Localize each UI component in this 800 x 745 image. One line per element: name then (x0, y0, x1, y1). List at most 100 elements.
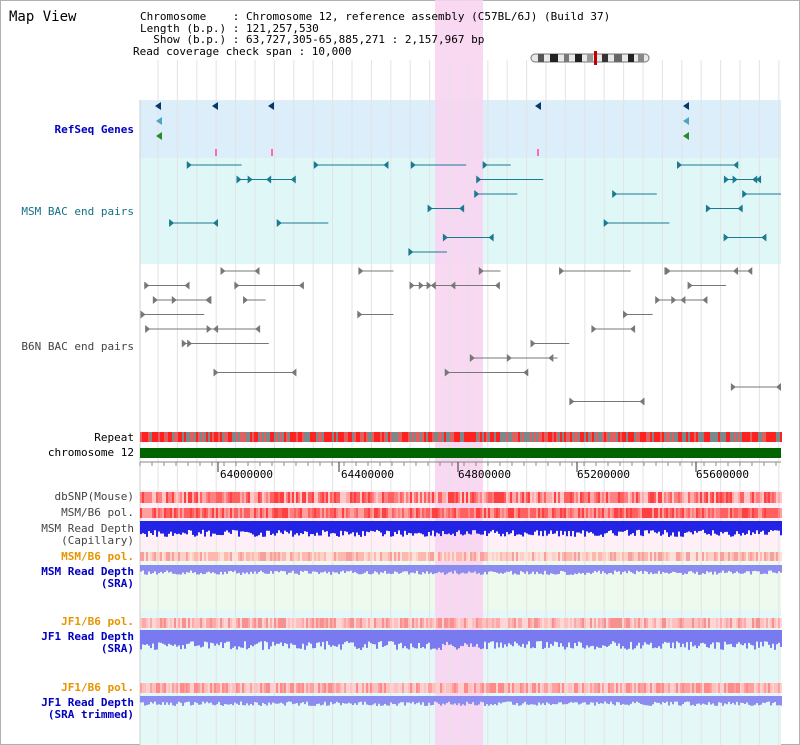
repeat-segment (606, 432, 608, 442)
depth-bar (778, 565, 780, 572)
track-label-dbsnp[interactable]: dbSNP(Mouse) (54, 490, 134, 503)
heat-strip-cell (428, 683, 430, 693)
track-label-msm-b6-pol-2[interactable]: MSM/B6 pol. (61, 550, 134, 563)
depth-bar (360, 565, 362, 575)
heat-strip-cell (538, 683, 540, 693)
heat-strip-cell (280, 683, 282, 693)
heat-strip-cell (562, 618, 564, 628)
heat-strip-cell (764, 492, 766, 503)
depth-bar (694, 696, 696, 706)
depth-bar (184, 521, 186, 534)
heat-strip-cell (288, 552, 290, 561)
heat-strip-cell (316, 618, 318, 628)
depth-bar (716, 521, 718, 535)
repeat-segment (196, 432, 198, 442)
heat-strip-cell (206, 552, 208, 561)
heat-strip-cell (314, 508, 316, 518)
heat-strip-cell (452, 683, 454, 693)
heat-strip-cell (344, 508, 346, 518)
depth-bar (652, 630, 654, 649)
heat-strip-cell (220, 492, 222, 503)
depth-bar (364, 630, 366, 645)
depth-bar (692, 521, 694, 535)
heat-strip-cell (518, 492, 520, 503)
repeat-segment (724, 432, 726, 442)
heat-strip-cell (152, 683, 154, 693)
track-label-jf1-depth-sra[interactable]: JF1 Read Depth (SRA) (41, 631, 134, 655)
depth-bar (288, 565, 290, 573)
depth-bar (696, 521, 698, 533)
depth-bar (560, 565, 562, 571)
heat-strip-cell (248, 552, 250, 561)
axis-tick-label: 64800000 (458, 468, 511, 481)
depth-bar (244, 696, 246, 706)
depth-bar (576, 630, 578, 647)
heat-strip-cell (640, 618, 642, 628)
heat-strip-cell (648, 492, 650, 503)
heat-strip-cell (524, 492, 526, 503)
depth-bar (578, 521, 580, 533)
chromosome-ideogram-icon[interactable] (530, 51, 652, 65)
heat-strip-cell (368, 492, 370, 503)
track-label-jf1-b6-pol-2[interactable]: JF1/B6 pol. (61, 681, 134, 694)
track-label-jf1-depth-trim[interactable]: JF1 Read Depth (SRA trimmed) (41, 697, 134, 721)
depth-bar (698, 630, 700, 646)
heat-strip-cell (488, 683, 490, 693)
heat-strip-cell (270, 683, 272, 693)
heat-strip-cell (632, 618, 634, 628)
heat-strip-cell (344, 683, 346, 693)
heat-strip-cell (650, 552, 652, 561)
depth-bar (736, 521, 738, 532)
track-label-repeat[interactable]: Repeat (94, 431, 134, 444)
repeat-segment (436, 432, 438, 442)
heat-strip-cell (432, 683, 434, 693)
heat-strip-cell (346, 492, 348, 503)
depth-bar (482, 630, 484, 649)
track-label-msm-bac[interactable]: MSM BAC end pairs (21, 205, 134, 218)
depth-bar (222, 630, 224, 649)
heat-strip-cell (560, 508, 562, 518)
depth-bar (306, 696, 308, 702)
info-line-show: Show (b.p.) : 63,727,305-65,885,271 : 2,… (140, 33, 485, 46)
depth-bar (540, 696, 542, 705)
track-label-msm-depth-cap[interactable]: MSM Read Depth (Capillary) (41, 523, 134, 547)
track-label-msm-b6-pol-1[interactable]: MSM/B6 pol. (61, 506, 134, 519)
heat-strip-cell (480, 618, 482, 628)
heat-strip-cell (146, 492, 148, 503)
depth-bar (394, 696, 396, 704)
heat-strip-cell (766, 508, 768, 518)
depth-bar (580, 630, 582, 643)
heat-strip-cell (594, 492, 596, 503)
bac-end-marker (409, 281, 415, 290)
depth-bar (328, 565, 330, 572)
heat-strip-cell (578, 492, 580, 503)
heat-strip-cell (772, 552, 774, 561)
heat-strip-cell (512, 492, 514, 503)
track-label-msm-depth-sra[interactable]: MSM Read Depth (SRA) (41, 566, 134, 590)
repeat-segment (384, 432, 386, 442)
bac-end-marker (482, 161, 488, 169)
depth-bar (328, 696, 330, 706)
repeat-segment (626, 432, 628, 442)
heat-strip-cell (376, 683, 378, 693)
depth-bar (454, 521, 456, 537)
heat-strip-cell (280, 618, 282, 628)
depth-bar (308, 565, 310, 574)
track-label-refseq[interactable]: RefSeq Genes (54, 123, 134, 136)
track-label-jf1-b6-pol-1[interactable]: JF1/B6 pol. (61, 615, 134, 628)
track-label-b6n-bac[interactable]: B6N BAC end pairs (21, 340, 134, 353)
repeat-segment (598, 432, 600, 442)
heat-strip-cell (734, 552, 736, 561)
depth-bar (562, 521, 564, 535)
depth-bar (196, 565, 198, 575)
heat-strip-cell (554, 552, 556, 561)
depth-bar (236, 630, 238, 650)
repeat-segment (678, 432, 680, 442)
heat-strip-cell (690, 552, 692, 561)
repeat-segment (496, 432, 498, 442)
heat-strip-cell (314, 552, 316, 561)
heat-strip-cell (152, 552, 154, 561)
heat-strip-cell (644, 683, 646, 693)
heat-strip-cell (576, 552, 578, 561)
heat-strip-cell (254, 683, 256, 693)
